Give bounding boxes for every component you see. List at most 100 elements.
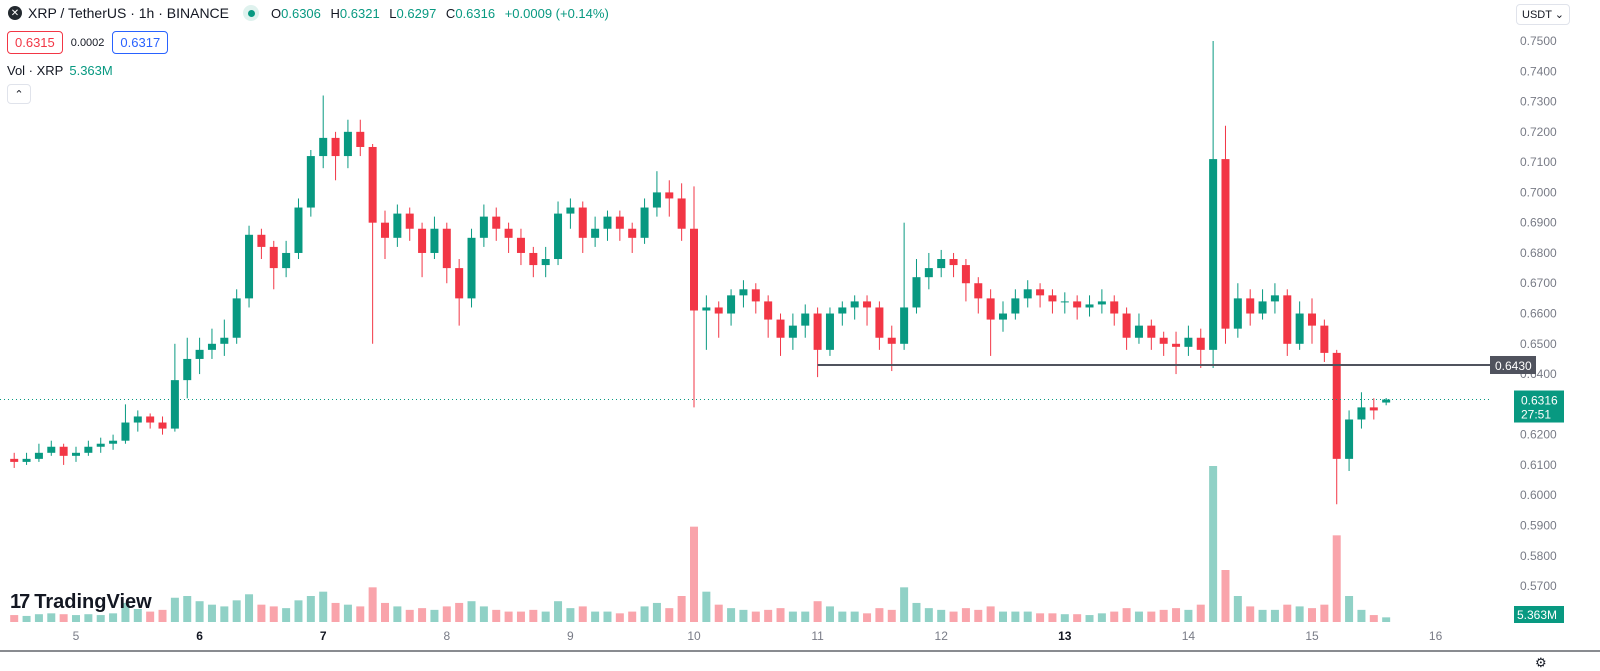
horizontal-line-price: 0.6430 bbox=[1495, 359, 1532, 373]
volume-bar bbox=[158, 609, 167, 622]
volume-bar bbox=[1048, 613, 1057, 622]
candle-body bbox=[34, 452, 43, 459]
volume-bar bbox=[245, 594, 254, 622]
volume-bar bbox=[1295, 606, 1304, 622]
volume-bar bbox=[220, 606, 229, 622]
x-tick-label: 14 bbox=[1182, 629, 1196, 643]
candle-body bbox=[1184, 337, 1193, 347]
volume-bar bbox=[727, 608, 736, 622]
candle-body bbox=[887, 337, 896, 344]
candle-body bbox=[751, 289, 760, 302]
volume-bar bbox=[1283, 604, 1292, 622]
y-tick-label: 0.6700 bbox=[1520, 276, 1557, 290]
y-tick-label: 0.5900 bbox=[1520, 518, 1557, 532]
volume-bar bbox=[1110, 611, 1119, 622]
volume-bar bbox=[84, 614, 93, 622]
y-tick-label: 0.7200 bbox=[1520, 125, 1557, 139]
candle-body bbox=[924, 268, 933, 278]
volume-bar bbox=[949, 611, 958, 622]
candle-body bbox=[467, 237, 476, 299]
volume-bar bbox=[937, 609, 946, 622]
volume-bar bbox=[479, 606, 488, 622]
volume-bar bbox=[47, 613, 56, 622]
candle-body bbox=[640, 207, 649, 238]
candle-body bbox=[381, 222, 389, 238]
y-tick-label: 0.6000 bbox=[1520, 488, 1557, 502]
volume-bar bbox=[1085, 615, 1094, 622]
volume-bar bbox=[1320, 604, 1329, 622]
candle-body bbox=[1110, 301, 1119, 314]
close-label: C bbox=[445, 5, 456, 21]
volume-bar bbox=[455, 602, 464, 622]
price-axis[interactable]: 0.7500 0.7400 0.7300 0.7200 0.7100 0.7000 0.69… bbox=[1490, 34, 1564, 623]
candle-body bbox=[1023, 289, 1032, 299]
candle-body bbox=[813, 313, 822, 350]
candle-body bbox=[900, 307, 909, 344]
brand-name: TradingView bbox=[34, 591, 152, 613]
volume-bar bbox=[566, 608, 575, 622]
close-value: 0.6316 bbox=[455, 5, 496, 21]
y-tick-label: 0.6600 bbox=[1520, 307, 1557, 321]
x-tick-label: 13 bbox=[1058, 629, 1072, 643]
volume-bar bbox=[1172, 608, 1181, 622]
currency-select[interactable]: USDT ⌄ bbox=[1516, 4, 1571, 25]
collapse-legend-button[interactable]: ⌃ bbox=[7, 84, 31, 104]
x-tick-label: 9 bbox=[567, 629, 574, 643]
time-axis[interactable]: 5 6 7 8 9 10 11 12 13 14 15 16 bbox=[0, 629, 1600, 652]
candle-body bbox=[937, 259, 946, 269]
candle-body bbox=[1246, 298, 1255, 314]
candles bbox=[10, 41, 1391, 505]
candle-body bbox=[628, 228, 637, 238]
candle-body bbox=[788, 325, 797, 338]
candle-body bbox=[961, 265, 970, 284]
volume-bar bbox=[1073, 614, 1082, 622]
candle-body bbox=[1134, 325, 1143, 338]
candle-body bbox=[158, 422, 167, 429]
candle-body bbox=[47, 446, 56, 453]
volume-bar bbox=[615, 613, 624, 622]
candle-body bbox=[455, 268, 464, 299]
buy-button[interactable]: 0.6317 bbox=[112, 31, 169, 54]
volume-bar bbox=[1036, 613, 1045, 622]
volume-bar bbox=[665, 608, 674, 622]
volume-bar bbox=[22, 615, 31, 622]
volume-bar bbox=[1382, 617, 1391, 622]
volume-bar bbox=[1184, 609, 1193, 622]
candle-body bbox=[615, 216, 624, 229]
price-lines bbox=[0, 363, 1490, 401]
candle-body bbox=[368, 146, 377, 223]
y-tick-label: 0.6900 bbox=[1520, 216, 1557, 230]
volume-bar bbox=[1270, 609, 1279, 622]
volume-bar bbox=[1196, 604, 1205, 622]
volume-bar bbox=[541, 611, 550, 622]
sell-button[interactable]: 0.6315 bbox=[7, 31, 63, 54]
volume-bar bbox=[430, 609, 439, 622]
candle-body bbox=[1221, 159, 1230, 329]
candle-body bbox=[331, 137, 340, 157]
volume-bar bbox=[1258, 609, 1267, 622]
volume-bar bbox=[195, 601, 204, 622]
volume-bar bbox=[863, 613, 872, 622]
volume-bar bbox=[788, 611, 797, 622]
open-value: 0.6306 bbox=[281, 5, 321, 21]
gear-icon[interactable]: ⚙ bbox=[1535, 655, 1547, 670]
candle-body bbox=[22, 458, 31, 462]
symbol-title[interactable]: XRP / TetherUS · 1h · BINANCE bbox=[28, 5, 229, 21]
candle-body bbox=[1258, 301, 1267, 314]
volume-bar bbox=[343, 604, 352, 622]
volume-bar bbox=[887, 609, 896, 622]
candle-body bbox=[1097, 301, 1106, 305]
volume-bar bbox=[319, 591, 328, 622]
volume-bar bbox=[677, 596, 686, 622]
volume-bar bbox=[1308, 608, 1316, 622]
candle-body bbox=[1369, 407, 1378, 411]
candle-body bbox=[974, 283, 983, 299]
volume-bar bbox=[591, 611, 600, 622]
y-tick-label: 0.5700 bbox=[1520, 579, 1557, 593]
tradingview-mark-icon: 17 bbox=[10, 591, 30, 613]
candle-body bbox=[1159, 337, 1168, 344]
volume-bar bbox=[751, 611, 760, 622]
volume-bar bbox=[1345, 596, 1354, 622]
candle-body bbox=[714, 307, 723, 314]
